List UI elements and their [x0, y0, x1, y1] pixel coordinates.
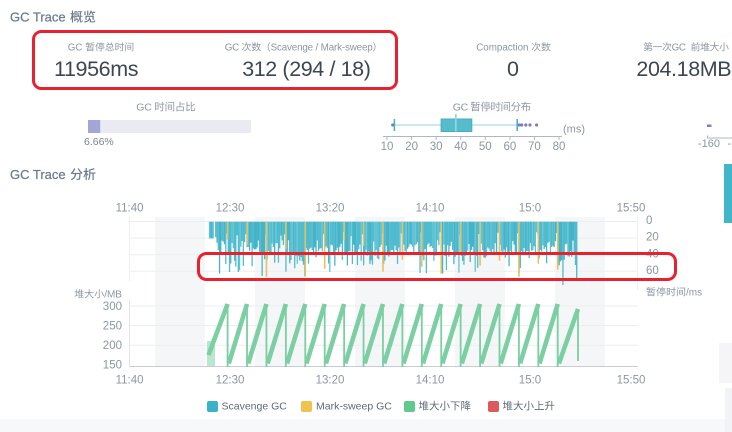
svg-text:40: 40	[454, 141, 467, 153]
svg-text:0: 0	[646, 215, 652, 227]
svg-text:250: 250	[103, 320, 122, 332]
svg-text:15:0: 15:0	[519, 203, 541, 215]
svg-text:15:50: 15:50	[617, 203, 646, 215]
svg-text:13:20: 13:20	[316, 375, 345, 387]
svg-text:Mark-sweep GC: Mark-sweep GC	[316, 401, 392, 413]
svg-text:300: 300	[103, 301, 122, 313]
svg-text:Scavenge / Mark-sweep: Scavenge / Mark-sweep	[271, 43, 374, 54]
svg-text:204.18MB: 204.18MB	[636, 57, 731, 81]
svg-text:30: 30	[430, 141, 443, 153]
svg-text:60: 60	[646, 265, 659, 277]
svg-text:-160: -160	[698, 138, 720, 150]
svg-text:20: 20	[405, 141, 418, 153]
svg-text:200: 200	[103, 340, 122, 352]
svg-text:GC: GC	[225, 43, 239, 54]
svg-text:50: 50	[479, 141, 492, 153]
svg-text:150: 150	[103, 360, 122, 372]
svg-text:GC Trace: GC Trace	[10, 167, 66, 182]
svg-text:/ms: /ms	[686, 288, 702, 299]
svg-text:13:20: 13:20	[316, 203, 345, 215]
svg-text:(ms): (ms)	[563, 124, 585, 136]
svg-text:12:30: 12:30	[216, 203, 245, 215]
svg-text:20: 20	[646, 232, 659, 244]
svg-text:Compaction: Compaction	[476, 43, 528, 54]
svg-text:15:0: 15:0	[519, 375, 541, 387]
svg-text:GC: GC	[453, 102, 469, 114]
svg-text:12:30: 12:30	[216, 375, 245, 387]
svg-text:Scavenge GC: Scavenge GC	[222, 401, 288, 413]
svg-text:80: 80	[553, 141, 566, 153]
svg-text:/MB: /MB	[104, 290, 122, 301]
svg-text:312 (294 / 18): 312 (294 / 18)	[242, 57, 370, 81]
svg-text:14:10: 14:10	[416, 375, 445, 387]
svg-text:11:40: 11:40	[116, 375, 144, 387]
svg-text:14:10: 14:10	[416, 203, 445, 215]
svg-text:60: 60	[504, 141, 517, 153]
svg-text:10: 10	[381, 141, 394, 153]
svg-text:GC Trace: GC Trace	[10, 10, 66, 25]
svg-text:11:40: 11:40	[116, 203, 144, 215]
svg-text:-1: -1	[728, 138, 732, 150]
svg-text:GC: GC	[68, 43, 83, 54]
svg-text:6.66%: 6.66%	[84, 136, 114, 148]
svg-text:70: 70	[528, 141, 541, 153]
svg-text:GC: GC	[672, 43, 686, 54]
svg-text:GC: GC	[136, 102, 152, 114]
svg-text:11956ms: 11956ms	[54, 57, 138, 81]
svg-text:15:50: 15:50	[617, 375, 646, 387]
svg-text:0: 0	[507, 57, 519, 81]
